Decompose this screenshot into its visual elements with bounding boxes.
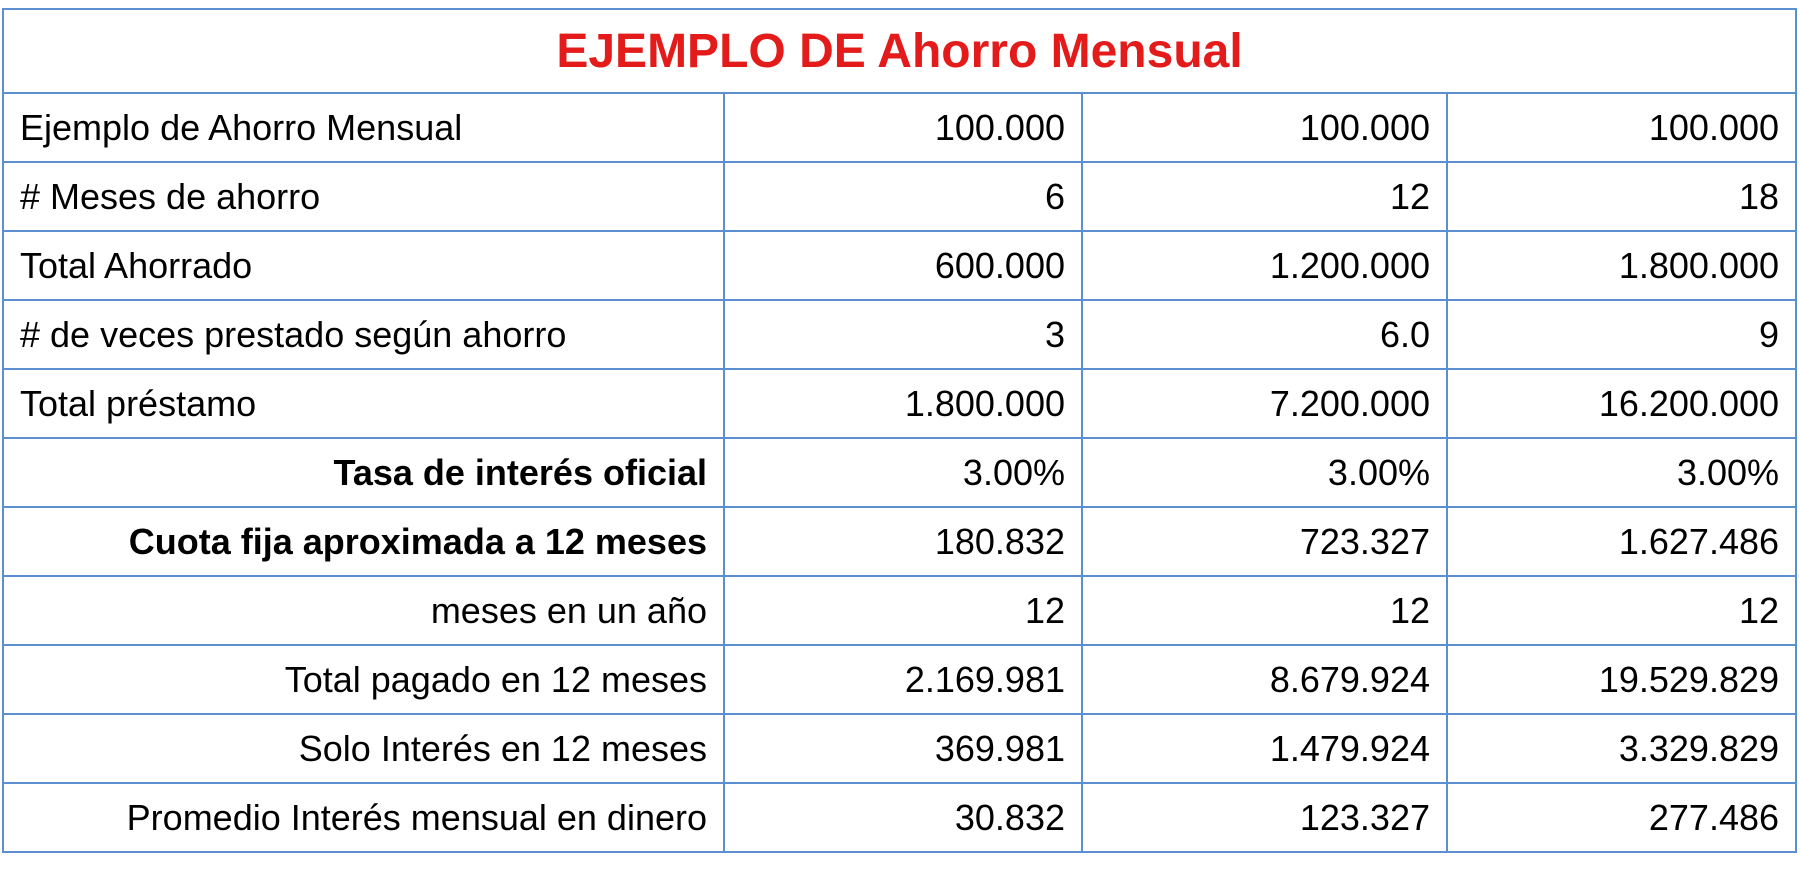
cell-value: 8.679.924 [1081, 644, 1448, 715]
table-row: Total pagado en 12 meses 2.169.981 8.679… [2, 644, 1798, 715]
cell-value: 3.329.829 [1445, 713, 1798, 784]
cell-value: 100.000 [723, 92, 1083, 163]
table-row: Promedio Interés mensual en dinero 30.83… [2, 782, 1798, 853]
cell-value: 723.327 [1081, 506, 1448, 577]
row-label: Ejemplo de Ahorro Mensual [2, 92, 725, 163]
cell-value: 30.832 [723, 782, 1083, 853]
cell-value: 369.981 [723, 713, 1083, 784]
cell-value: 1.479.924 [1081, 713, 1448, 784]
row-label: # de veces prestado según ahorro [2, 299, 725, 370]
cell-value: 180.832 [723, 506, 1083, 577]
row-label: Promedio Interés mensual en dinero [2, 782, 725, 853]
row-label: Tasa de interés oficial [2, 437, 725, 508]
cell-value: 9 [1445, 299, 1798, 370]
row-label: Total pagado en 12 meses [2, 644, 725, 715]
table-row: Solo Interés en 12 meses 369.981 1.479.9… [2, 713, 1798, 784]
cell-value: 2.169.981 [723, 644, 1083, 715]
table-row: # Meses de ahorro 6 12 18 [2, 161, 1798, 232]
cell-value: 7.200.000 [1081, 368, 1448, 439]
row-label: Total Ahorrado [2, 230, 725, 301]
cell-value: 18 [1445, 161, 1798, 232]
cell-value: 3.00% [723, 437, 1083, 508]
cell-value: 6 [723, 161, 1083, 232]
cell-value: 16.200.000 [1445, 368, 1798, 439]
cell-value: 100.000 [1445, 92, 1798, 163]
cell-value: 1.800.000 [723, 368, 1083, 439]
cell-value: 277.486 [1445, 782, 1798, 853]
table-row: Total Ahorrado 600.000 1.200.000 1.800.0… [2, 230, 1798, 301]
cell-value: 12 [723, 575, 1083, 646]
row-label: Total préstamo [2, 368, 725, 439]
table-row: Total préstamo 1.800.000 7.200.000 16.20… [2, 368, 1798, 439]
table-row: meses en un año 12 12 12 [2, 575, 1798, 646]
cell-value: 3.00% [1081, 437, 1448, 508]
table-row: Tasa de interés oficial 3.00% 3.00% 3.00… [2, 437, 1798, 508]
cell-value: 6.0 [1081, 299, 1448, 370]
cell-value: 600.000 [723, 230, 1083, 301]
title-row: EJEMPLO DE Ahorro Mensual [1, 8, 1798, 94]
cell-value: 3.00% [1445, 437, 1798, 508]
cell-value: 12 [1445, 575, 1798, 646]
row-label: meses en un año [2, 575, 725, 646]
cell-value: 12 [1081, 575, 1448, 646]
cell-value: 19.529.829 [1445, 644, 1798, 715]
cell-value: 12 [1081, 161, 1448, 232]
cell-value: 100.000 [1081, 92, 1448, 163]
cell-value: 1.627.486 [1445, 506, 1798, 577]
row-label: Solo Interés en 12 meses [2, 713, 725, 784]
cell-value: 1.800.000 [1445, 230, 1798, 301]
savings-table: EJEMPLO DE Ahorro Mensual Ejemplo de Aho… [1, 8, 1798, 853]
cell-value: 3 [723, 299, 1083, 370]
cell-value: 123.327 [1081, 782, 1448, 853]
table-title: EJEMPLO DE Ahorro Mensual [1, 8, 1798, 94]
table-row: # de veces prestado según ahorro 3 6.0 9 [2, 299, 1798, 370]
row-label: # Meses de ahorro [2, 161, 725, 232]
row-label: Cuota fija aproximada a 12 meses [2, 506, 725, 577]
table-row: Ejemplo de Ahorro Mensual 100.000 100.00… [2, 92, 1798, 163]
table-row: Cuota fija aproximada a 12 meses 180.832… [2, 506, 1798, 577]
cell-value: 1.200.000 [1081, 230, 1448, 301]
